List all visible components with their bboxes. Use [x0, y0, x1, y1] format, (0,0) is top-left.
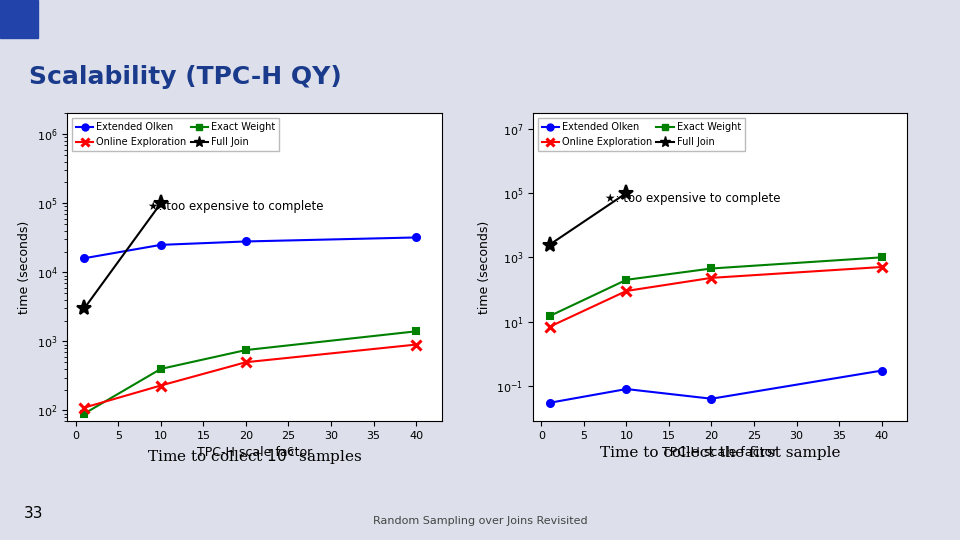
Text: ★: too expensive to complete: ★: too expensive to complete — [605, 192, 780, 205]
Text: Time to collect the first sample: Time to collect the first sample — [600, 446, 840, 460]
Text: ★: too expensive to complete: ★: too expensive to complete — [148, 200, 324, 213]
Legend: Extended Olken, Online Exploration, Exact Weight, Full Join: Extended Olken, Online Exploration, Exac… — [72, 118, 279, 151]
Text: Time to collect $10^6$ samples: Time to collect $10^6$ samples — [147, 446, 362, 467]
Text: Random Sampling over Joins Revisited: Random Sampling over Joins Revisited — [372, 516, 588, 526]
X-axis label: TPC-H scale factor: TPC-H scale factor — [197, 447, 312, 460]
Y-axis label: time (seconds): time (seconds) — [18, 221, 31, 314]
Text: 33: 33 — [24, 506, 43, 521]
X-axis label: TPC-H scale factor: TPC-H scale factor — [662, 447, 778, 460]
Legend: Extended Olken, Online Exploration, Exact Weight, Full Join: Extended Olken, Online Exploration, Exac… — [538, 118, 745, 151]
Text: Scalability (TPC-H QY): Scalability (TPC-H QY) — [29, 65, 342, 89]
Y-axis label: time (seconds): time (seconds) — [477, 221, 491, 314]
